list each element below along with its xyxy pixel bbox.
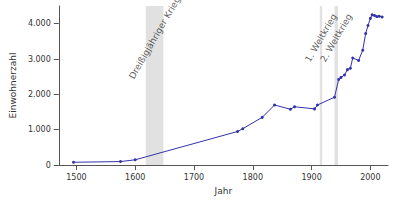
svg-text:2. Weltkrieg: 2. Weltkrieg (318, 12, 354, 64)
svg-text:1500: 1500 (66, 173, 86, 182)
svg-text:1.000: 1.000 (28, 125, 51, 134)
svg-text:2.000: 2.000 (28, 90, 51, 99)
svg-text:2000: 2000 (360, 173, 380, 182)
svg-text:0: 0 (46, 161, 51, 170)
svg-text:1600: 1600 (125, 173, 145, 182)
svg-text:4.000: 4.000 (28, 19, 51, 28)
svg-text:3.000: 3.000 (28, 55, 51, 64)
svg-text:Einwohnerzahl: Einwohnerzahl (8, 53, 18, 119)
svg-text:1700: 1700 (184, 173, 204, 182)
svg-text:1. Weltkrieg: 1. Weltkrieg (303, 12, 339, 64)
svg-text:1900: 1900 (301, 173, 321, 182)
svg-text:Jahr: Jahr (214, 186, 233, 196)
svg-text:1800: 1800 (243, 173, 263, 182)
svg-text:Dreißigjähriger Krieg: Dreißigjähriger Krieg (127, 0, 182, 81)
